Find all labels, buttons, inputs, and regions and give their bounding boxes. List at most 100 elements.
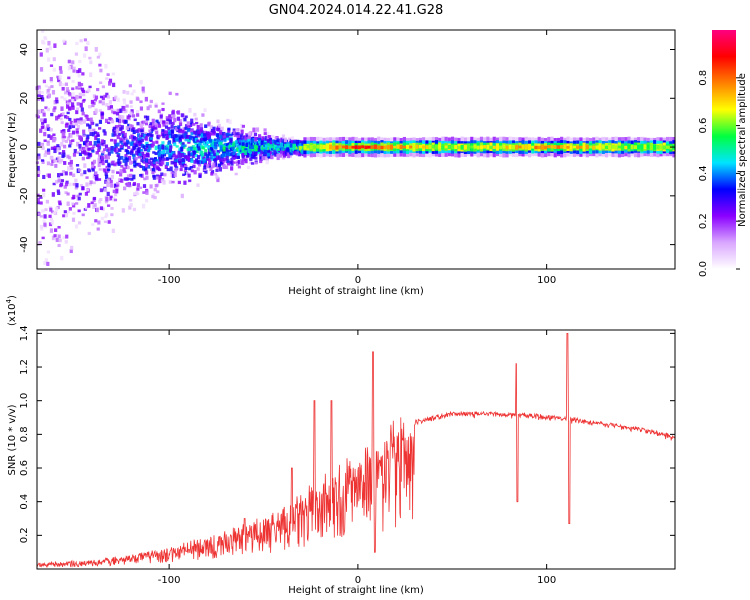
spectrogram-cell [192, 147, 197, 150]
spectrogram-cell [463, 145, 467, 150]
spectrogram-cell [178, 153, 182, 159]
spectrogram-cell [37, 141, 41, 146]
spectrogram-cell [241, 124, 246, 128]
spectrogram-cell [44, 106, 48, 110]
spectrogram-cell [204, 149, 208, 152]
spectrogram-cell [89, 117, 93, 122]
spectrogram-cell [206, 154, 210, 159]
spectrogram-cell [201, 113, 205, 117]
spectrogram-cell [117, 178, 122, 181]
spectrogram-cell [132, 127, 136, 130]
spectrogram-cell [96, 138, 100, 143]
spectrogram-cell [151, 127, 155, 132]
spectrogram-cell [130, 92, 134, 96]
spectrogram-cell [235, 156, 239, 159]
spectrogram-cell [61, 83, 65, 87]
spectrogram-cell [42, 219, 46, 223]
spectrogram-cell [93, 98, 97, 102]
spectrogram-cell [71, 96, 75, 101]
spectrogram-cell [253, 144, 258, 150]
spectrogram-cell [132, 174, 136, 180]
spectrogram-cell [125, 177, 129, 181]
spectrogram-cell [159, 114, 163, 119]
spectrogram-cell [48, 205, 52, 209]
spectrogram-cell [236, 147, 240, 151]
spectrogram-cell [178, 119, 182, 123]
spectrogram-cell [68, 92, 72, 97]
spectrogram-cell [60, 141, 64, 147]
spectrogram-cell [143, 148, 148, 152]
spectrogram-cell [39, 67, 44, 72]
spectrogram-cell [62, 150, 66, 154]
spectrogram-cell [91, 149, 95, 153]
spectrogram-cell [151, 168, 155, 172]
spectrogram-cell [143, 153, 147, 157]
spectrogram-cell [56, 147, 60, 152]
spectrogram-cell [595, 145, 599, 149]
spectrogram-cell [154, 145, 158, 151]
spectrogram-cell [44, 258, 48, 263]
spectrogram-cell [193, 137, 197, 141]
spectrogram-cell [171, 173, 176, 178]
spectrogram-cell [100, 115, 104, 120]
spectrogram-cell [141, 151, 145, 155]
spectrogram-cell [183, 180, 187, 185]
spectrogram-cell [91, 164, 95, 168]
spectrogram-cell [257, 149, 261, 155]
spectrogram-cell [241, 152, 245, 156]
spectrogram-cell [217, 123, 221, 128]
spectrogram-cell [241, 142, 245, 146]
spectrogram-cell [142, 184, 147, 188]
spectrogram-cell [103, 220, 108, 224]
spectrogram-cell [295, 151, 299, 156]
spectrogram-cell [229, 152, 233, 157]
spectrogram-cell [58, 75, 62, 80]
spectrogram-cell [48, 46, 53, 51]
spectrogram-cell [383, 145, 387, 149]
spectrogram-cell [113, 139, 117, 144]
spectrogram-cell [68, 207, 72, 211]
spectrogram-cell [46, 124, 50, 128]
spectrogram-cell [85, 188, 90, 192]
spectrogram-cell [145, 162, 149, 168]
spectrogram-cell [115, 117, 120, 123]
spectrogram-cell [207, 161, 212, 166]
spectrogram-cell [230, 142, 234, 146]
spectrogram-cell [100, 141, 104, 146]
spectrogram-cell [281, 134, 286, 138]
spectrogram-cell [88, 105, 92, 109]
spectrogram-cell [97, 157, 101, 163]
spectrogram-cell [66, 192, 70, 196]
spectrogram-cell [180, 134, 184, 139]
spectrogram-cell [598, 145, 602, 150]
snr-panel: -100 0 100 0.2 0.4 0.6 0.8 1.0 1.2 1.4 Height of… [5, 295, 676, 596]
spectrogram-cell [224, 165, 229, 170]
y-tick-label: 0.6 [19, 460, 30, 476]
spectrogram-cell [237, 159, 242, 165]
spectrogram-cell [289, 146, 293, 150]
spectrogram-cell [91, 168, 95, 172]
spectrogram-cell [151, 124, 155, 129]
spectrogram-cell [50, 146, 55, 150]
spectrogram-cell [147, 164, 151, 169]
colorbar-ticks: 0.0 0.2 0.4 0.6 0.8 [698, 70, 740, 277]
spectrogram-cell [515, 145, 519, 150]
spectrogram-cell [396, 144, 400, 149]
spectrogram-cell [215, 175, 219, 179]
spectrogram-cell [182, 127, 186, 132]
spectrogram-cell [139, 165, 143, 169]
spectrogram-cell [64, 240, 68, 244]
spectrogram-cell [210, 172, 214, 176]
spectrogram-cell [306, 145, 310, 149]
spectrogram-cell [184, 166, 188, 170]
spectrogram-cell [97, 220, 101, 225]
spectrogram-cell [40, 94, 44, 100]
spectrogram-cell [161, 129, 165, 132]
spectrogram-cell [450, 145, 455, 149]
spectrogram-cell [176, 116, 180, 121]
spectrogram-cell [99, 188, 103, 193]
spectrogram-cell [139, 134, 143, 138]
spectrogram-cell [90, 99, 95, 105]
spectrogram-cell [103, 168, 107, 173]
spectrogram-cell [104, 154, 108, 159]
